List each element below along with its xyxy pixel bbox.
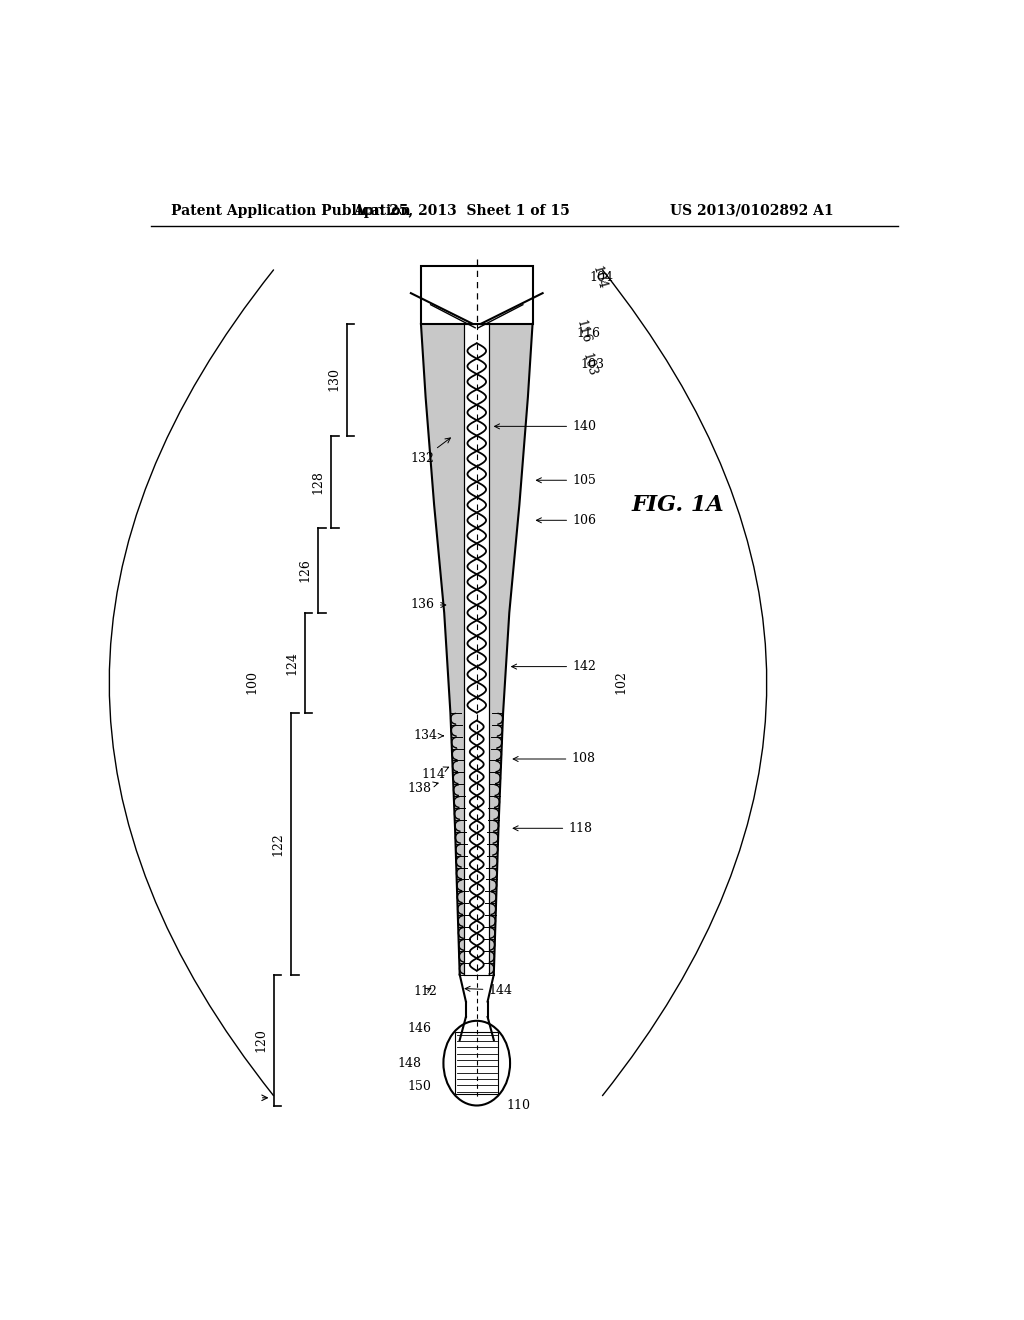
Text: 122: 122 — [271, 832, 285, 855]
Text: US 2013/0102892 A1: US 2013/0102892 A1 — [670, 203, 834, 218]
Text: 103: 103 — [579, 351, 598, 378]
Text: 104: 104 — [589, 264, 608, 290]
Text: 128: 128 — [312, 470, 325, 494]
Text: 108: 108 — [513, 752, 595, 766]
Text: 116: 116 — [573, 318, 593, 345]
Text: FIG. 1A: FIG. 1A — [632, 494, 725, 516]
Text: 114: 114 — [421, 767, 449, 781]
Bar — [464, 323, 489, 974]
Text: 148: 148 — [397, 1056, 422, 1069]
Text: 116: 116 — [575, 327, 600, 341]
Text: 102: 102 — [614, 671, 628, 694]
Text: 142: 142 — [512, 660, 596, 673]
Text: 130: 130 — [328, 367, 340, 392]
Text: 124: 124 — [286, 651, 299, 675]
Text: 146: 146 — [407, 1022, 431, 1035]
Text: 144: 144 — [465, 983, 512, 997]
Text: 138: 138 — [407, 781, 438, 795]
Text: 110: 110 — [506, 1100, 530, 1111]
Text: 106: 106 — [537, 513, 596, 527]
Text: 134: 134 — [414, 730, 443, 742]
Text: 118: 118 — [513, 822, 592, 834]
Text: 126: 126 — [299, 558, 311, 582]
Text: 103: 103 — [581, 358, 604, 371]
Text: 136: 136 — [411, 598, 445, 611]
Text: 132: 132 — [411, 438, 451, 465]
Text: 100: 100 — [245, 671, 258, 694]
Text: Patent Application Publication: Patent Application Publication — [171, 203, 411, 218]
Ellipse shape — [443, 1020, 510, 1106]
Text: Apr. 25, 2013  Sheet 1 of 15: Apr. 25, 2013 Sheet 1 of 15 — [353, 203, 569, 218]
Text: 105: 105 — [537, 474, 596, 487]
Text: 120: 120 — [255, 1028, 267, 1052]
Text: 112: 112 — [414, 985, 437, 998]
Polygon shape — [421, 323, 532, 974]
Text: 104: 104 — [589, 271, 613, 284]
Bar — [455, 1032, 499, 1094]
Text: 150: 150 — [407, 1080, 431, 1093]
Text: 140: 140 — [495, 420, 596, 433]
Bar — [421, 267, 532, 323]
